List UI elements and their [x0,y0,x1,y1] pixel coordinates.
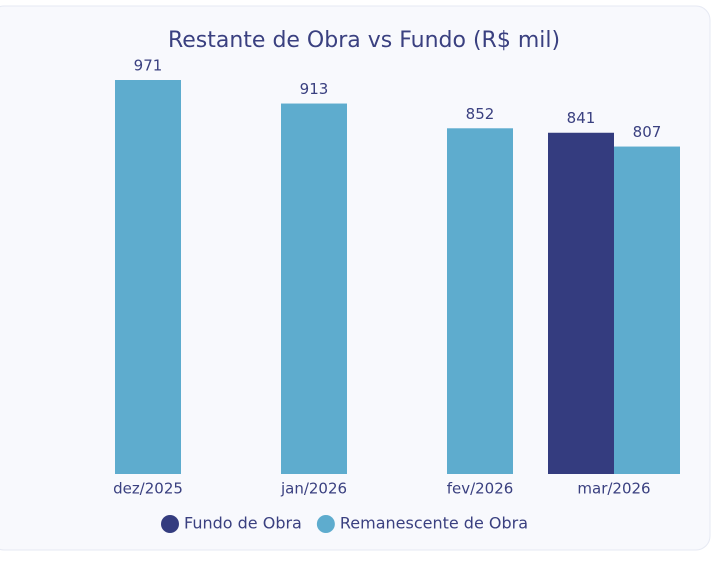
data-label: 807 [633,123,662,141]
x-tick-label: dez/2025 [113,480,183,498]
x-tick-label: mar/2026 [577,480,650,498]
chart-title: Restante de Obra vs Fundo (R$ mil) [168,28,560,53]
legend-label: Fundo de Obra [184,514,302,533]
x-tick-label: fev/2026 [447,480,514,498]
data-label: 841 [567,109,596,127]
bar [614,146,680,474]
bar [447,128,513,474]
bar [115,80,181,474]
bar [548,132,614,474]
bar [281,103,347,475]
data-label: 913 [300,80,329,98]
data-label: 971 [134,57,163,75]
legend-marker [316,515,335,533]
legend-marker [161,515,179,533]
legend-label: Remanescente de Obra [340,514,528,533]
data-label: 852 [466,105,495,123]
x-tick-label: jan/2026 [280,480,347,498]
